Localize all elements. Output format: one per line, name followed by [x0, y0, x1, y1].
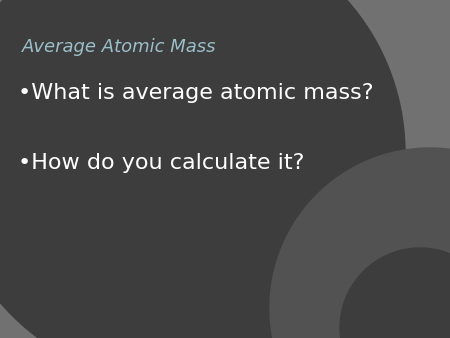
Text: •What is average atomic mass?: •What is average atomic mass?	[18, 83, 373, 103]
Circle shape	[340, 248, 450, 338]
Text: Average Atomic Mass: Average Atomic Mass	[22, 38, 216, 56]
Circle shape	[270, 148, 450, 338]
Circle shape	[0, 0, 405, 338]
Text: •How do you calculate it?: •How do you calculate it?	[18, 153, 304, 173]
